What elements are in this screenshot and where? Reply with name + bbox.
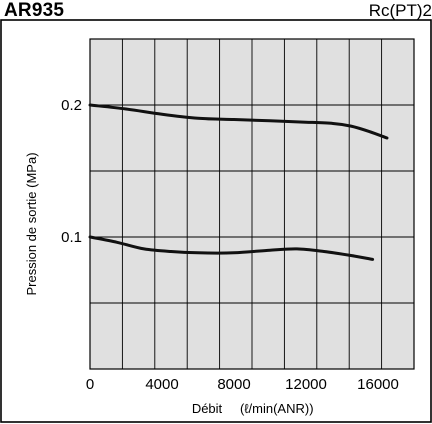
y-tick-label: 0.1 [61, 229, 82, 246]
x-axis-unit: (ℓ/min(ANR)) [240, 401, 314, 416]
x-tick-label: 0 [86, 376, 94, 393]
series-line-1 [88, 103, 389, 140]
plot-border [89, 38, 415, 370]
figure-frame [0, 19, 432, 423]
grid-lines [90, 39, 414, 369]
x-tick-label: 16000 [357, 376, 399, 393]
y-tick-label: 0.2 [61, 97, 82, 114]
x-tick-label: 8000 [217, 376, 250, 393]
x-tick-labels: 0 4000 8000 12000 16000 [86, 376, 399, 393]
series-line-2 [88, 235, 375, 261]
series-layer [88, 103, 389, 261]
x-tick-label: 12000 [285, 376, 327, 393]
model-title: AR935 [4, 0, 65, 21]
port-size-label: Rc(PT)2 [368, 1, 432, 20]
y-tick-labels: 0.1 0.2 [61, 97, 82, 246]
y-axis-label: Pression de sortie (MPa) [24, 152, 39, 295]
x-tick-label: 4000 [145, 376, 178, 393]
x-axis-label: Débit [192, 401, 223, 416]
